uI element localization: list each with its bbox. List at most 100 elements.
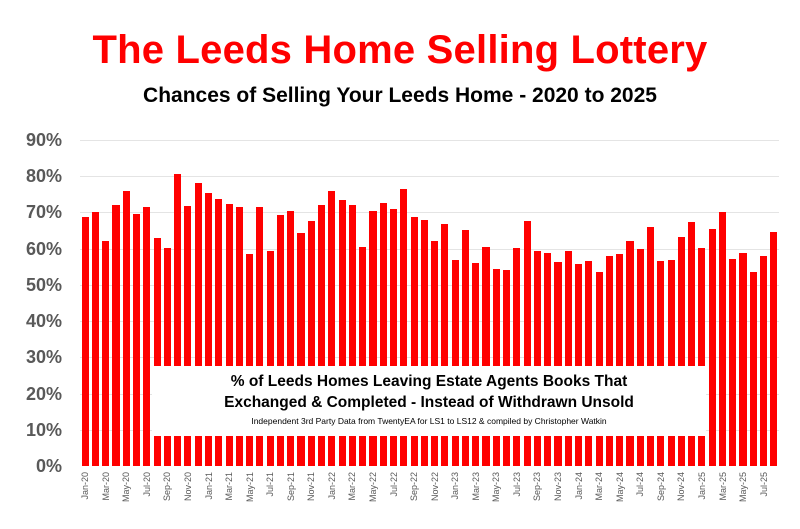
bar-May-24 xyxy=(616,254,624,466)
bar-Nov-20 xyxy=(184,206,192,466)
bar-Mar-20 xyxy=(102,241,110,466)
bar-Jun-20 xyxy=(132,214,141,466)
y-axis-tick-label: 10% xyxy=(25,420,62,440)
bar-Feb-25 xyxy=(708,228,716,466)
x-axis-tick-label: Mar-21 xyxy=(224,472,235,501)
bar-Jul-25 xyxy=(760,255,768,466)
x-axis-tick-label: Sep-21 xyxy=(285,472,296,502)
bar-May-21 xyxy=(246,254,254,466)
x-axis-tick-label: Sep-23 xyxy=(532,472,543,502)
x-axis-tick-label: Mar-20 xyxy=(100,472,111,501)
y-axis-tick-label: 70% xyxy=(25,202,62,222)
x-axis-tick-label: Nov-20 xyxy=(182,472,193,502)
bar-Apr-22 xyxy=(359,246,367,466)
bar-Jan-21 xyxy=(204,193,213,466)
x-axis-tick-label: Jan-25 xyxy=(696,472,707,500)
bar-May-20 xyxy=(122,190,130,466)
y-axis-tick-label: 50% xyxy=(25,275,62,295)
x-axis-tick-label: Mar-23 xyxy=(470,472,481,501)
y-axis-tick-label: 80% xyxy=(25,166,62,186)
bar-Jun-22 xyxy=(379,203,387,466)
bar-Jun-25 xyxy=(749,271,757,466)
x-axis-tick-label: May-22 xyxy=(368,472,378,503)
bar-Apr-24 xyxy=(605,255,613,466)
x-axis-tick-label: May-20 xyxy=(121,472,132,503)
bar-Jul-24 xyxy=(636,248,644,466)
x-axis-tick-label: Nov-22 xyxy=(429,472,440,502)
gridline xyxy=(80,285,779,286)
y-axis-tick-label: 40% xyxy=(25,311,62,331)
bar-Sep-22 xyxy=(410,216,418,466)
annotation-line-2: Exchanged & Completed - Instead of Withd… xyxy=(224,394,634,411)
x-axis-tick-label: Jan-21 xyxy=(203,472,214,500)
bar-Jan-25 xyxy=(698,247,706,466)
x-axis-tick-label: Jul-23 xyxy=(511,472,522,497)
bar-Aug-23 xyxy=(523,220,531,466)
bar-Feb-23 xyxy=(461,230,470,466)
bar-Oct-22 xyxy=(420,220,428,466)
bar-Dec-20 xyxy=(194,182,202,466)
annotation-line-1: % of Leeds Homes Leaving Estate Agents B… xyxy=(230,373,628,390)
x-axis-tick-label: Mar-24 xyxy=(594,472,605,501)
gridline xyxy=(80,357,779,358)
x-axis-tick-label: Jan-23 xyxy=(450,472,461,500)
bar-May-25 xyxy=(739,253,747,466)
bar-Nov-22 xyxy=(431,240,439,466)
bar-Feb-24 xyxy=(585,261,593,466)
bar-Mar-21 xyxy=(225,203,233,466)
bar-Sep-21 xyxy=(287,211,295,466)
bar-Dec-23 xyxy=(564,250,572,466)
x-axis-tick-label: Jan-20 xyxy=(80,472,91,500)
bar-Sep-23 xyxy=(533,250,541,466)
bar-Mar-25 xyxy=(718,211,727,466)
chart-subtitle: Chances of Selling Your Leeds Home - 202… xyxy=(143,84,657,107)
bar-Dec-22 xyxy=(441,224,449,466)
x-axis-tick-label: Jan-24 xyxy=(573,472,584,500)
gridline xyxy=(80,212,779,213)
gridline xyxy=(80,176,779,177)
bar-Oct-21 xyxy=(297,232,305,466)
gridline xyxy=(80,321,779,322)
source-note: Independent 3rd Party Data from TwentyEA… xyxy=(251,416,607,426)
chart-title: The Leeds Home Selling Lottery xyxy=(92,28,708,72)
bar-Jul-23 xyxy=(513,248,521,466)
bar-Feb-21 xyxy=(215,199,223,466)
x-axis-tick-label: Nov-24 xyxy=(676,472,687,502)
x-axis-tick-label: May-23 xyxy=(491,472,502,503)
bar-Jun-24 xyxy=(626,241,634,466)
y-axis-tick-label: 0% xyxy=(35,456,62,476)
x-axis-tick-label: Sep-24 xyxy=(655,472,666,502)
x-axis-tick-label: May-24 xyxy=(614,472,625,503)
bar-Apr-23 xyxy=(482,247,490,466)
bar-May-22 xyxy=(369,211,377,466)
bar-Oct-23 xyxy=(544,252,552,466)
x-axis-tick-label: Jul-22 xyxy=(388,472,399,497)
bar-Jan-23 xyxy=(451,259,459,466)
bar-Nov-24 xyxy=(677,236,685,466)
x-axis-tick-label: Jul-25 xyxy=(758,472,769,497)
bar-Aug-21 xyxy=(276,215,285,466)
bar-Apr-20 xyxy=(112,204,120,466)
y-axis-tick-label: 20% xyxy=(25,384,62,404)
bar-Mar-22 xyxy=(348,204,356,466)
bar-Sep-24 xyxy=(657,261,665,466)
x-axis-tick-label: Mar-22 xyxy=(347,472,358,501)
bar-Aug-24 xyxy=(646,226,655,466)
bar-Jan-22 xyxy=(328,191,336,466)
bar-Jan-20 xyxy=(81,216,89,466)
x-axis-tick-label: Jan-22 xyxy=(326,472,337,500)
x-axis-tick-label: Mar-25 xyxy=(717,472,728,501)
bar-Jan-24 xyxy=(575,264,583,466)
x-axis-tick-label: Jul-20 xyxy=(141,472,152,497)
bar-Dec-21 xyxy=(318,204,326,466)
bar-Apr-21 xyxy=(235,207,243,466)
bar-Aug-22 xyxy=(400,189,408,466)
x-axis-tick-label: Jul-24 xyxy=(635,472,646,497)
bar-Apr-25 xyxy=(729,259,737,466)
bar-Jul-21 xyxy=(266,250,274,466)
bar-Jul-22 xyxy=(389,209,398,466)
bar-Mar-23 xyxy=(472,263,480,466)
bar-Feb-22 xyxy=(338,200,346,466)
annotation-box: % of Leeds Homes Leaving Estate Agents B… xyxy=(152,366,706,436)
gridline xyxy=(80,140,779,141)
